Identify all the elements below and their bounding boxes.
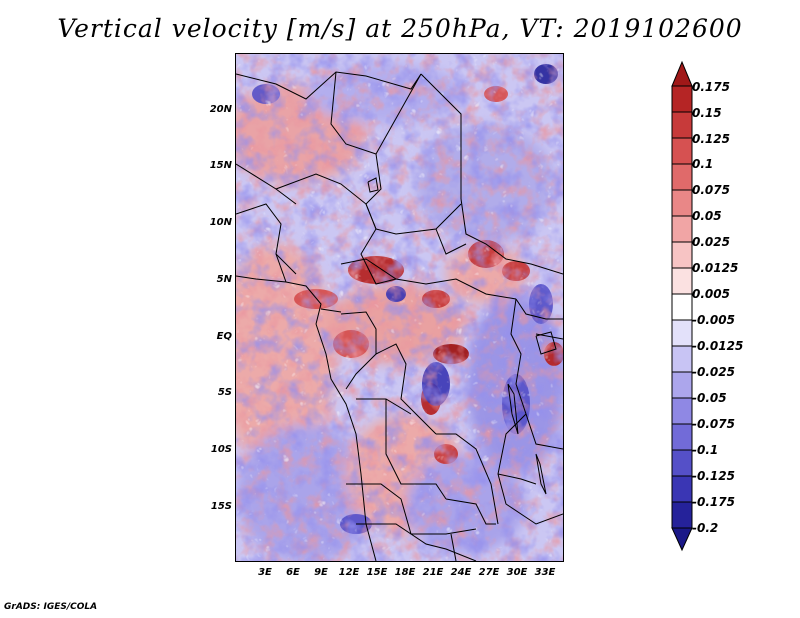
colorbar-top-cap <box>671 60 693 87</box>
colorbar-bin <box>671 397 693 425</box>
colorbar-bin <box>671 267 693 295</box>
colorbar-bin <box>671 449 693 477</box>
lon-label-24e: 24E <box>450 567 472 578</box>
lat-label-15s: 15S <box>210 501 232 512</box>
lon-label-33e: 33E <box>534 567 556 578</box>
colorbar-label: 0.175 <box>692 80 730 94</box>
colorbar-bin <box>671 137 693 165</box>
colorbar-label: -0.1 <box>692 443 719 457</box>
lat-label-5s: 5S <box>217 387 232 398</box>
colorbar-bin <box>671 501 693 529</box>
colorbar-label: -0.075 <box>692 417 735 431</box>
colorbar-bin <box>671 319 693 347</box>
colorbar-label: 0.05 <box>692 209 722 223</box>
colorbar <box>671 60 693 552</box>
lat-label-15n: 15N <box>209 160 232 171</box>
colorbar-bin <box>671 189 693 217</box>
lon-label-27e: 27E <box>478 567 500 578</box>
lat-label-10n: 10N <box>209 217 232 228</box>
colorbar-label: 0.1 <box>692 157 714 171</box>
colorbar-label: -0.0125 <box>692 339 744 353</box>
country-borders <box>236 71 563 561</box>
lon-label-18e: 18E <box>394 567 416 578</box>
colorbar-bin <box>671 215 693 243</box>
grads-credit: GrADS: IGES/COLA <box>4 602 98 612</box>
map-title: Vertical velocity [m/s] at 250hPa, VT: 2… <box>57 14 743 43</box>
lon-label-3e: 3E <box>258 567 272 578</box>
lon-label-21e: 21E <box>422 567 444 578</box>
lon-label-12e: 12E <box>338 567 360 578</box>
colorbar-label: 0.125 <box>692 132 730 146</box>
colorbar-bottom-cap <box>671 527 693 552</box>
lat-label-20n: 20N <box>209 104 232 115</box>
colorbar-label: -0.2 <box>692 521 719 535</box>
colorbar-bin <box>671 111 693 139</box>
colorbar-bin <box>671 293 693 321</box>
lat-label-eq: EQ <box>216 331 232 342</box>
colorbar-label: -0.005 <box>692 313 735 327</box>
map-plot-area <box>235 53 564 562</box>
colorbar-label: -0.125 <box>692 469 735 483</box>
colorbar-bin <box>671 163 693 191</box>
colorbar-label: 0.075 <box>692 183 730 197</box>
colorbar-bin <box>671 475 693 503</box>
colorbar-label: 0.005 <box>692 287 730 301</box>
colorbar-bin <box>671 85 693 113</box>
colorbar-bin <box>671 345 693 373</box>
velocity-field-map <box>236 54 563 561</box>
lon-label-6e: 6E <box>286 567 300 578</box>
lon-label-9e: 9E <box>314 567 328 578</box>
lon-label-15e: 15E <box>366 567 388 578</box>
colorbar-label: -0.05 <box>692 391 727 405</box>
colorbar-label: 0.0125 <box>692 261 739 275</box>
colorbar-bin <box>671 241 693 269</box>
texture-white <box>236 54 563 561</box>
colorbar-label: -0.025 <box>692 365 735 379</box>
colorbar-label: 0.025 <box>692 235 730 249</box>
colorbar-bin <box>671 371 693 399</box>
lat-label-10s: 10S <box>210 444 232 455</box>
lon-label-30e: 30E <box>506 567 528 578</box>
colorbar-label: 0.15 <box>692 106 722 120</box>
colorbar-label: -0.175 <box>692 495 735 509</box>
lat-label-5n: 5N <box>216 274 232 285</box>
colorbar-bin <box>671 423 693 451</box>
